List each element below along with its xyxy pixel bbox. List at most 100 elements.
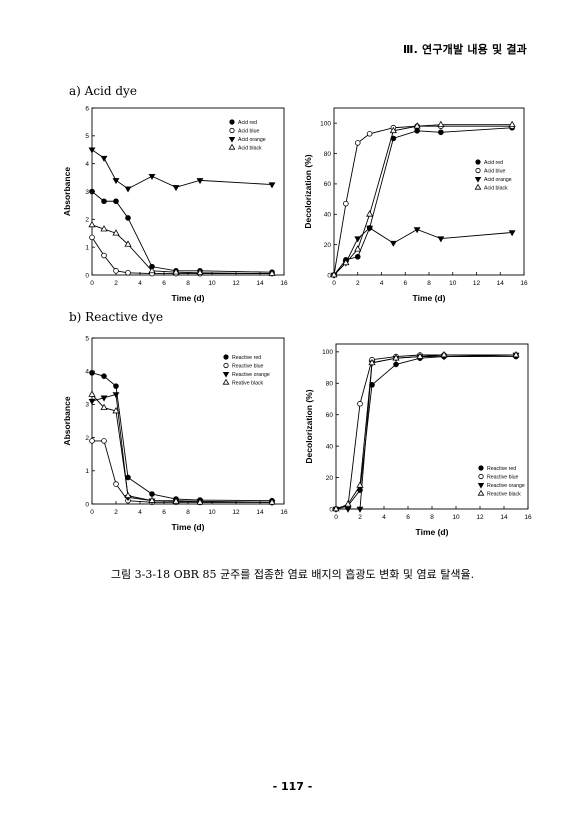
y-tick-label: 1 (85, 468, 89, 475)
y-tick-label: 5 (85, 335, 89, 342)
series-line (335, 354, 516, 510)
x-tick-label: 6 (162, 280, 166, 287)
data-point (354, 253, 361, 260)
data-point (148, 266, 156, 274)
y-tick-label: 40 (326, 443, 334, 450)
y-tick-label: 5 (85, 133, 89, 140)
data-point (438, 129, 444, 136)
data-point (268, 498, 276, 505)
data-point (389, 126, 397, 134)
x-tick-label: 8 (186, 280, 190, 287)
legend-label: Reactive black (487, 492, 521, 498)
y-tick-label: 3 (85, 402, 89, 409)
data-point (357, 400, 363, 407)
data-point (440, 350, 448, 358)
data-point (392, 354, 400, 361)
legend-marker (222, 378, 230, 385)
x-tick-label: 10 (208, 509, 216, 516)
x-tick-label: 14 (256, 280, 264, 287)
legend-label: Acid orange (238, 137, 266, 143)
x-tick-label: 10 (449, 280, 457, 287)
figure-caption: 그림 3-3-18 OBR 85 균주를 접종한 염료 배지의 흡광도 변화 및… (110, 568, 475, 581)
data-point (332, 504, 340, 512)
data-point (414, 127, 420, 134)
legend-label: Acid blue (484, 169, 505, 175)
x-tick-label: 8 (427, 280, 431, 287)
y-axis-label: Decolorization (%) (303, 154, 313, 228)
legend-label: Reactive blue (487, 475, 519, 481)
section-label-reactive: b) Reactive dye (69, 310, 164, 324)
data-point (416, 352, 424, 359)
legend-marker (475, 159, 481, 165)
y-tick-label: 0 (329, 506, 333, 513)
data-point (366, 131, 373, 137)
plot-frame (333, 107, 525, 276)
data-point (196, 178, 204, 185)
data-point (101, 438, 107, 444)
data-point (512, 350, 520, 358)
series-line (333, 227, 513, 276)
legend-label: Reactive orange (232, 372, 270, 378)
data-point (437, 236, 445, 243)
y-tick-label: 60 (324, 181, 332, 188)
y-axis-label: Absorbance (62, 396, 72, 445)
data-point (356, 481, 364, 488)
data-point (124, 491, 132, 499)
x-axis-label: Time (d) (172, 293, 205, 303)
x-tick-label: 4 (382, 514, 386, 521)
data-point (268, 269, 276, 276)
data-point (330, 270, 338, 278)
y-tick-label: 0 (85, 501, 89, 508)
x-axis-label: Time (d) (416, 527, 449, 537)
series-line (91, 237, 272, 275)
x-tick-label: 14 (256, 509, 264, 516)
x-tick-label: 8 (186, 509, 190, 516)
x-tick-label: 10 (208, 280, 216, 287)
data-point (100, 395, 108, 402)
data-point (413, 227, 421, 234)
x-tick-label: 0 (332, 280, 336, 287)
legend-label: Acid red (484, 160, 503, 166)
legend-marker (228, 143, 236, 150)
data-point (100, 403, 108, 411)
data-point (172, 268, 180, 275)
data-point (508, 230, 516, 237)
x-tick-label: 6 (162, 509, 166, 516)
legend-label: Acid black (484, 186, 508, 192)
data-point (112, 407, 120, 414)
x-tick-label: 4 (380, 280, 384, 287)
data-point (100, 155, 108, 162)
legend-marker (222, 371, 230, 378)
x-axis-label: Time (d) (413, 293, 446, 303)
data-point (101, 252, 107, 259)
data-point (125, 215, 131, 221)
x-tick-label: 12 (232, 280, 240, 287)
y-tick-label: 60 (326, 412, 334, 419)
series-line (91, 372, 273, 502)
legend-label: Reactive blue (232, 364, 264, 370)
x-tick-label: 12 (232, 509, 240, 516)
data-point (172, 497, 180, 504)
legend-label: Reactive red (487, 466, 516, 472)
legend-label: Acid red (238, 120, 257, 126)
x-tick-label: 16 (524, 514, 532, 521)
chapter-header: Ⅲ. 연구개발 내용 및 결과 (403, 43, 527, 56)
legend-marker (478, 473, 484, 480)
data-point (149, 491, 155, 497)
series-line (91, 224, 273, 275)
legend-marker (228, 136, 236, 143)
data-point (112, 178, 120, 185)
x-tick-label: 4 (138, 509, 142, 516)
data-point (113, 198, 119, 205)
data-point (356, 506, 364, 513)
x-axis-label: Time (d) (172, 522, 205, 532)
y-tick-label: 0 (327, 272, 331, 279)
series-line (333, 127, 513, 276)
y-tick-label: 20 (326, 475, 334, 482)
legend-label: Reactive red (232, 355, 261, 361)
legend-label: Acid orange (484, 177, 512, 183)
x-tick-label: 16 (280, 280, 288, 287)
data-point (172, 185, 180, 192)
y-tick-label: 6 (85, 105, 89, 112)
legend-label: Reactive orange (487, 483, 525, 489)
